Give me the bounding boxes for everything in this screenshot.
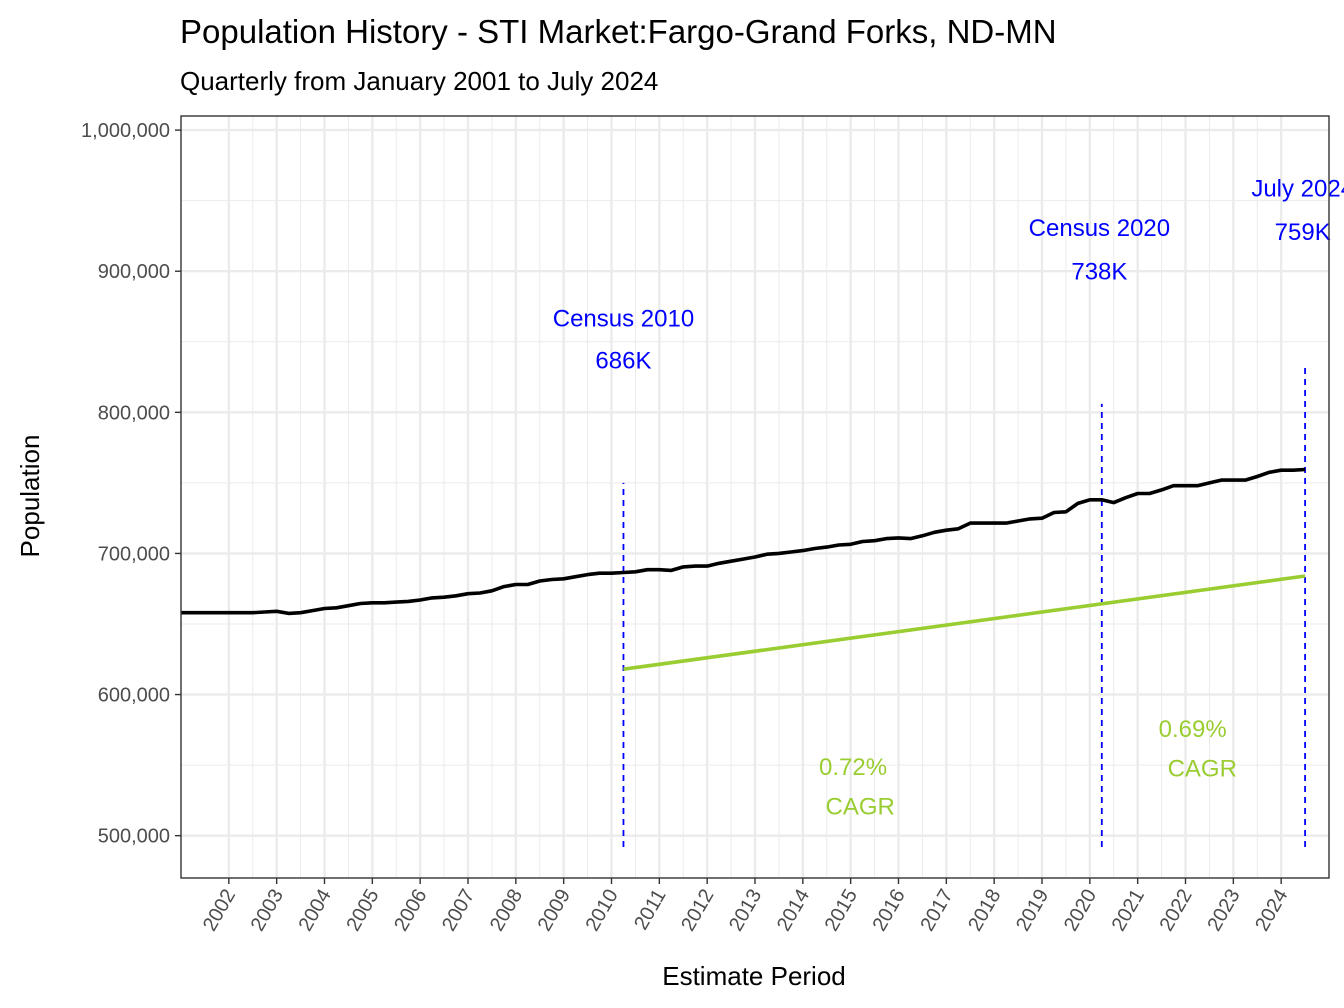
census-annotation-label: July 2024	[1251, 175, 1344, 202]
x-tick-label: 2023	[1203, 886, 1244, 936]
grid-layer	[181, 116, 1329, 878]
x-axis: 2002 2003 2004 2005 2006 2007 2008 2009 2010 2011…	[199, 878, 1292, 936]
x-tick-label: 2004	[295, 886, 336, 936]
x-tick-label: 2005	[342, 886, 383, 936]
x-tick-label: 2019	[1012, 886, 1053, 936]
y-tick-label: 900,000	[98, 261, 170, 283]
x-tick-label: 2016	[869, 886, 910, 936]
y-axis: 500,000 600,000 700,000 800,000 900,000 1,000…	[81, 120, 181, 848]
y-tick-label: 500,000	[98, 826, 170, 848]
x-tick-label: 2022	[1156, 886, 1197, 936]
cagr-label: 0.69%	[1159, 716, 1227, 743]
x-tick-label: 2017	[916, 886, 957, 936]
x-tick-label: 2002	[199, 886, 240, 936]
census-annotation-label: Census 2020	[1029, 215, 1170, 242]
cagr-trend-line	[623, 574, 1306, 671]
x-tick-label: 2006	[390, 886, 431, 936]
y-axis-title: Population	[15, 435, 45, 558]
x-tick-label: 2003	[247, 886, 288, 936]
y-tick-label: 600,000	[98, 685, 170, 707]
cagr-label: CAGR	[1168, 755, 1237, 782]
y-tick-label: 1,000,000	[81, 120, 170, 142]
cagr-label: 0.72%	[819, 754, 887, 781]
x-tick-label: 2010	[582, 886, 623, 936]
x-tick-label: 2007	[438, 886, 479, 936]
census-annotation-label: 686K	[595, 348, 651, 375]
x-tick-label: 2009	[534, 886, 575, 936]
x-tick-label: 2020	[1060, 886, 1101, 936]
x-tick-label: 2024	[1251, 886, 1292, 936]
chart-subtitle: Quarterly from January 2001 to July 2024	[180, 66, 658, 96]
x-axis-title: Estimate Period	[662, 961, 846, 991]
x-tick-label: 2013	[725, 886, 766, 936]
cagr-label: CAGR	[826, 794, 895, 821]
vline-layer	[622, 362, 1306, 847]
series-layer	[181, 467, 1306, 671]
x-tick-label: 2012	[677, 886, 718, 936]
x-tick-label: 2018	[964, 886, 1005, 936]
census-annotation-label: Census 2010	[553, 305, 694, 332]
census-annotation-label: 738K	[1071, 259, 1127, 286]
y-tick-label: 700,000	[98, 543, 170, 565]
x-tick-label: 2014	[773, 886, 814, 936]
y-tick-label: 800,000	[98, 402, 170, 424]
chart-title: Population History - STI Market:Fargo-Gr…	[180, 13, 1057, 50]
annotation-layer: Census 2010 686K Census 2020 738K July 2024 7…	[553, 175, 1344, 820]
census-annotation-label: 759K	[1275, 219, 1331, 246]
population-line	[181, 467, 1306, 616]
x-tick-label: 2021	[1108, 886, 1149, 936]
x-tick-label: 2015	[821, 886, 862, 936]
x-tick-label: 2011	[630, 886, 671, 934]
x-tick-label: 2008	[486, 886, 527, 936]
